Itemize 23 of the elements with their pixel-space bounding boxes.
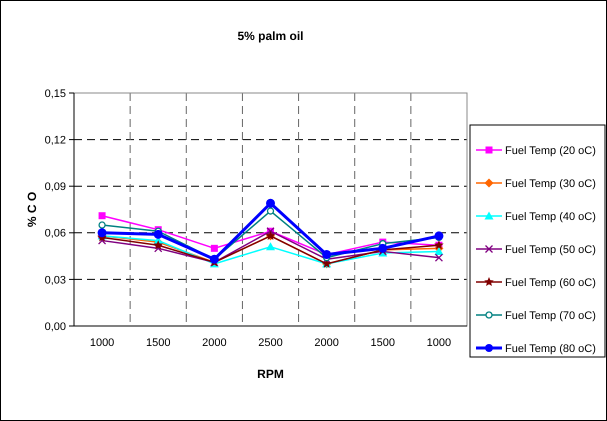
legend-label: Fuel Temp (60 oC) — [505, 276, 596, 289]
legend-label: Fuel Temp (40 oC) — [505, 210, 596, 223]
y-tick-label: 0,15 — [44, 88, 66, 100]
y-tick-label: 0,00 — [44, 320, 66, 333]
x-tick-label: 1000 — [90, 337, 114, 349]
y-axis-title: % C O — [25, 192, 39, 228]
y-tick-label: 0,09 — [44, 181, 66, 194]
legend-label: Fuel Temp (50 oC) — [505, 244, 596, 256]
x-tick-label: 2000 — [202, 337, 227, 349]
legend-label: Fuel Temp (20 oC) — [505, 144, 596, 157]
chart-title: 5% palm oil — [237, 29, 304, 43]
legend-label: Fuel Temp (80 oC) — [505, 342, 596, 355]
x-tick-label: 1500 — [146, 337, 170, 349]
legend-label: Fuel Temp (70 oC) — [505, 310, 596, 322]
x-tick-label: 1000 — [426, 337, 452, 349]
y-tick-label: 0,06 — [44, 228, 66, 240]
x-tick-label: 2500 — [258, 337, 283, 349]
x-tick-label: 2000 — [314, 337, 339, 349]
x-tick-label: 1500 — [370, 337, 396, 349]
legend-label: Fuel Temp (30 oC) — [505, 178, 596, 190]
y-tick-label: 0,12 — [44, 134, 66, 146]
y-tick-label: 0,03 — [44, 274, 66, 286]
x-axis-title: RPM — [257, 367, 284, 381]
